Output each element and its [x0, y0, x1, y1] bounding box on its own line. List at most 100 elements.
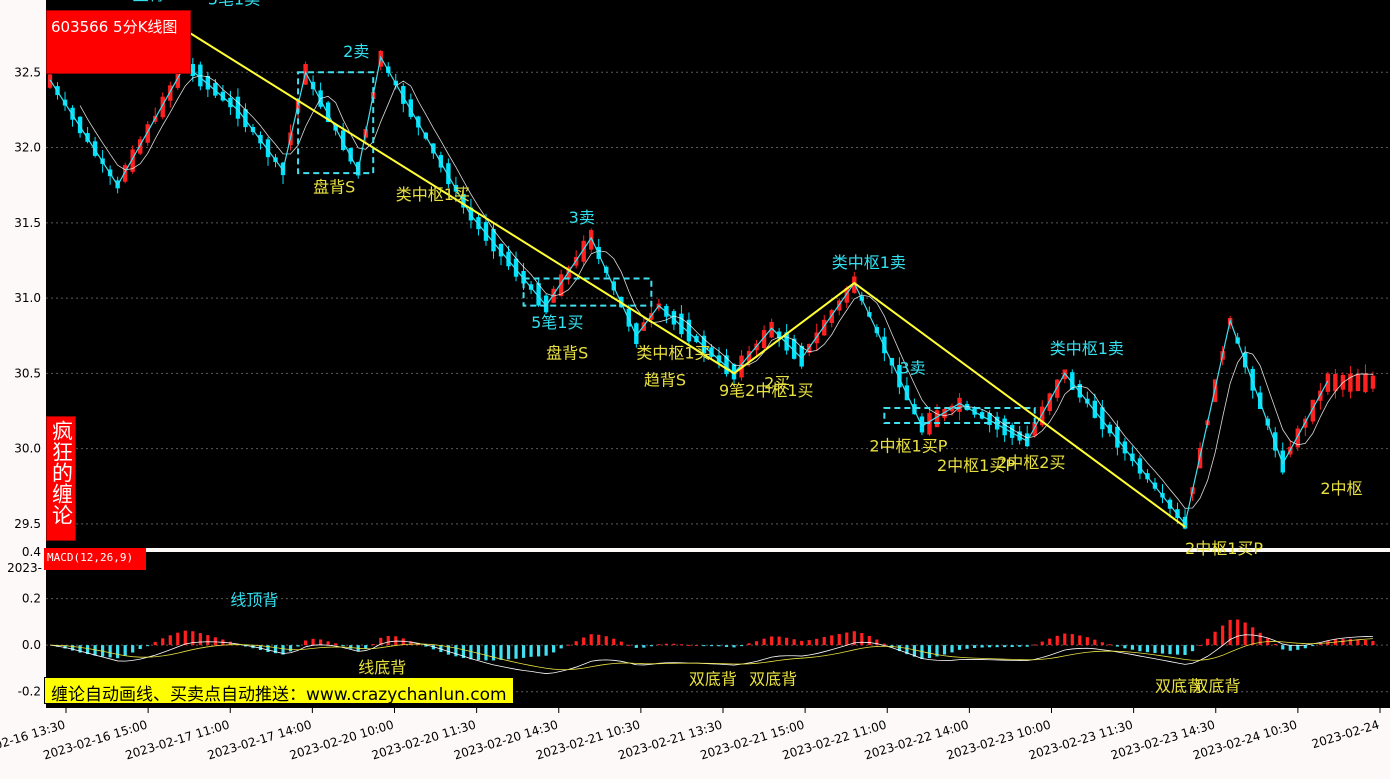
macd-bar: [589, 634, 593, 646]
candle-body: [47, 74, 53, 88]
candle-body: [130, 149, 135, 172]
macd-bar: [988, 645, 992, 648]
macd-bar: [830, 635, 834, 646]
macd-bar: [63, 645, 67, 649]
candle-body: [1250, 368, 1255, 391]
candle-body: [1002, 418, 1007, 436]
macd-bar: [1085, 637, 1089, 646]
signal-annotation: 2中枢2买: [997, 453, 1065, 472]
macd-bar: [138, 645, 142, 649]
candle-body: [340, 130, 346, 150]
candle-body: [987, 413, 992, 425]
signal-annotation: 2卖: [343, 42, 369, 61]
macd-tick-label: 0.0: [22, 638, 41, 652]
macd-bar: [1025, 645, 1029, 647]
macd-bar: [965, 645, 969, 649]
x-tick-label: 2023-02-24: [1310, 717, 1381, 751]
macd-bar: [131, 645, 135, 653]
macd-bar: [972, 645, 977, 649]
macd-bar: [920, 645, 924, 659]
macd-bar: [672, 643, 676, 646]
candle-body: [829, 310, 834, 324]
macd-bar: [536, 645, 541, 657]
candle-body: [348, 148, 353, 162]
macd-bar: [349, 645, 353, 649]
macd-bar: [1130, 645, 1135, 650]
macd-label-box: MACD(12,26,9): [44, 548, 146, 570]
macd-bar: [1040, 641, 1044, 646]
candle-body: [1363, 373, 1368, 393]
macd-bar: [409, 641, 413, 646]
macd-bar: [499, 645, 503, 660]
macd-bar: [950, 645, 954, 653]
signal-annotation: 盘背S: [546, 343, 588, 362]
macd-bar: [724, 645, 729, 647]
candle-body: [122, 165, 128, 182]
signal-annotation: 2中枢: [1320, 479, 1362, 498]
macd-bar: [341, 645, 345, 647]
macd-bar: [634, 645, 638, 648]
macd-bar: [552, 645, 556, 653]
candle-body: [220, 91, 226, 101]
candle-body: [1280, 450, 1285, 473]
macd-bar: [146, 645, 150, 647]
candle-body: [77, 116, 83, 134]
candle-body: [1333, 373, 1338, 392]
macd-bar: [1251, 627, 1255, 646]
signal-annotation: 盘背S: [313, 178, 355, 197]
macd-bar: [153, 641, 157, 646]
candle-body: [1273, 432, 1278, 451]
macd-annotation: 双底背: [689, 670, 737, 689]
price-tick-label: 32.5: [14, 65, 41, 79]
macd-bar: [431, 645, 435, 650]
macd-bar: [514, 645, 518, 659]
macd-bar: [1048, 638, 1052, 646]
candle-body: [814, 332, 819, 344]
candle-body: [957, 397, 962, 412]
candle-body: [468, 207, 474, 221]
macd-bar: [942, 645, 947, 655]
macd-bar: [1371, 640, 1375, 646]
macd-bar: [371, 644, 375, 646]
candle-body: [92, 141, 98, 156]
candle-body: [679, 313, 684, 335]
signal-annotation: 3卖: [569, 208, 595, 227]
macd-dea-line: [49, 638, 1373, 671]
candle-body: [791, 338, 797, 359]
segment-line: [184, 29, 1186, 528]
candle-body: [799, 345, 804, 367]
macd-bar: [311, 638, 315, 646]
macd-bar: [1093, 639, 1097, 646]
macd-bar: [717, 645, 721, 647]
macd-bar: [93, 645, 97, 656]
macd-bar: [927, 645, 932, 659]
macd-bar: [957, 645, 962, 650]
macd-bar: [78, 645, 82, 653]
stock-title-box: 603566 5分K线图: [46, 10, 191, 74]
macd-axis-partial-label: 2023-: [7, 561, 42, 575]
macd-bar: [709, 645, 714, 647]
macd-bar: [1236, 619, 1240, 646]
macd-bar: [266, 645, 270, 652]
candle-body: [476, 217, 481, 230]
candle-body: [566, 267, 571, 279]
macd-bar: [1273, 643, 1277, 646]
price-tick-label: 32.0: [14, 141, 41, 155]
candle-body: [491, 228, 496, 252]
macd-bar: [657, 644, 661, 646]
macd-bar: [1145, 645, 1150, 653]
promo-banner: 缠论自动画线、买卖点自动推送：www.crazychanlun.com: [44, 677, 514, 705]
macd-bar: [837, 633, 841, 646]
macd-bar: [785, 637, 789, 646]
candle-body: [589, 230, 594, 250]
signal-annotation: 2中枢1买P: [1185, 539, 1263, 558]
macd-bar: [303, 640, 308, 646]
candle-body: [145, 124, 150, 143]
candle-body: [558, 274, 564, 297]
macd-bar: [687, 644, 691, 646]
macd-bar: [897, 645, 902, 652]
signal-annotation: 类中枢1买: [636, 343, 710, 362]
macd-annotation: 线底背: [358, 658, 406, 677]
